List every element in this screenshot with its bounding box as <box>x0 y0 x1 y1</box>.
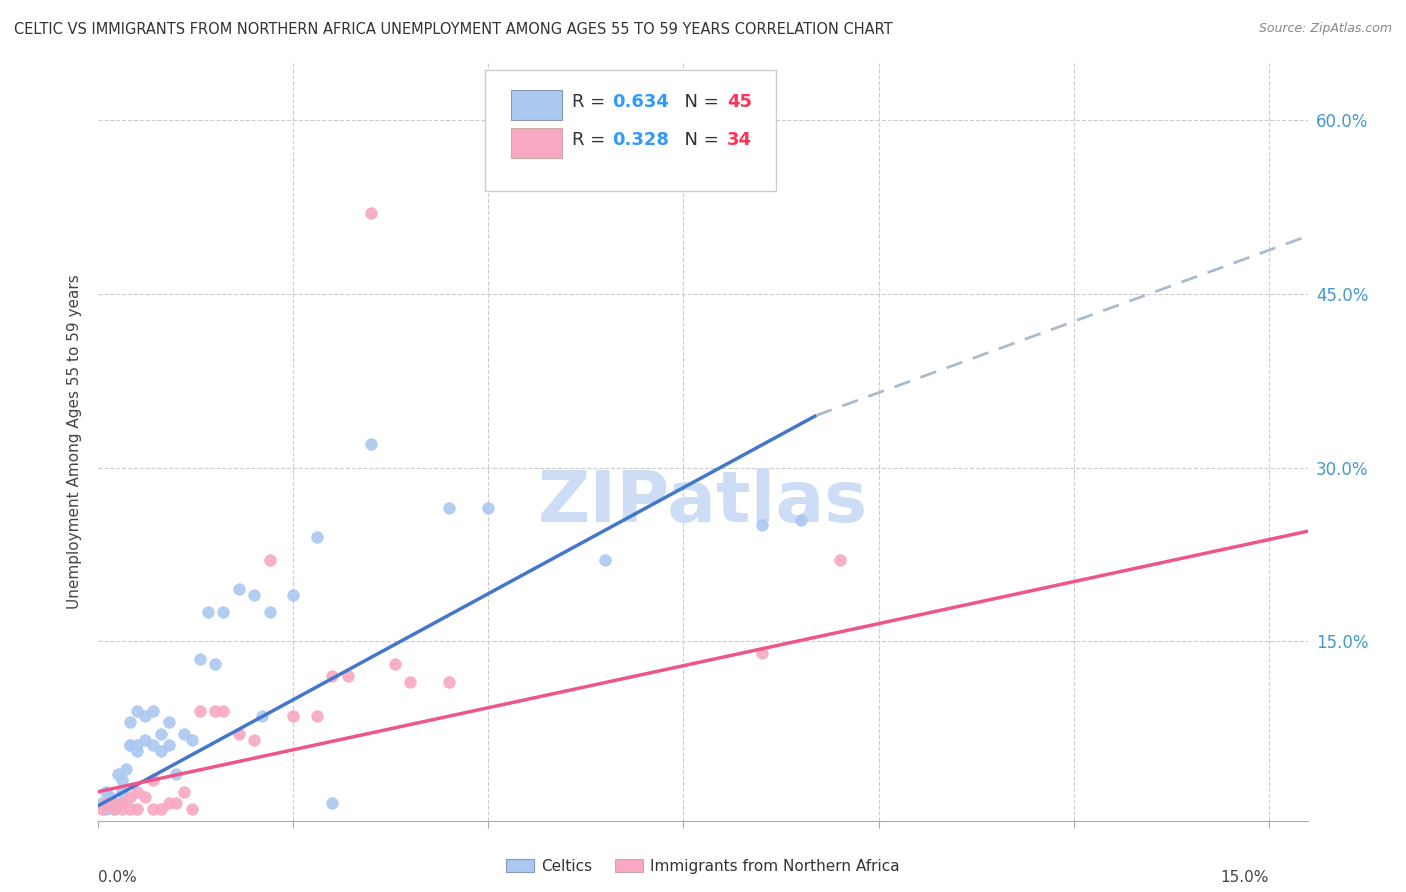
Point <box>96 797 118 811</box>
Point <box>157 715 180 730</box>
Text: R =: R = <box>572 93 612 111</box>
Point <box>134 732 156 747</box>
Point <box>96 785 118 799</box>
Point <box>134 709 156 723</box>
Point <box>828 553 851 567</box>
Point <box>360 437 382 451</box>
Point <box>321 669 343 683</box>
Point <box>399 674 422 689</box>
Point <box>228 727 250 741</box>
Point <box>118 739 141 753</box>
Text: 34: 34 <box>727 131 752 149</box>
Point <box>142 802 165 816</box>
Point <box>751 518 773 533</box>
Text: R =: R = <box>572 131 612 149</box>
Text: N =: N = <box>673 131 724 149</box>
Point <box>337 669 360 683</box>
Point <box>252 709 274 723</box>
Point <box>283 588 305 602</box>
Point <box>212 605 235 619</box>
Point <box>197 605 219 619</box>
Point <box>127 785 149 799</box>
Point <box>118 715 141 730</box>
Point <box>595 553 617 567</box>
Point <box>149 744 172 758</box>
Point <box>188 704 211 718</box>
Text: 0.634: 0.634 <box>613 93 669 111</box>
Point <box>305 709 328 723</box>
Text: Source: ZipAtlas.com: Source: ZipAtlas.com <box>1258 22 1392 36</box>
Text: 0.328: 0.328 <box>613 131 669 149</box>
Point <box>91 797 114 811</box>
Point <box>204 704 226 718</box>
Point <box>107 767 129 781</box>
Point <box>149 802 172 816</box>
Point <box>157 797 180 811</box>
Point <box>212 704 235 718</box>
Text: 45: 45 <box>727 93 752 111</box>
Point <box>165 767 187 781</box>
Point <box>127 704 149 718</box>
Point <box>360 206 382 220</box>
Point <box>789 513 811 527</box>
Text: 0.0%: 0.0% <box>98 871 138 886</box>
Point <box>243 732 266 747</box>
Point <box>111 785 134 799</box>
Point <box>751 646 773 660</box>
Point <box>477 501 499 516</box>
Point <box>134 790 156 805</box>
Point <box>118 790 141 805</box>
Point <box>103 797 125 811</box>
Point <box>142 773 165 788</box>
Point <box>103 802 125 816</box>
Point <box>127 744 149 758</box>
Y-axis label: Unemployment Among Ages 55 to 59 years: Unemployment Among Ages 55 to 59 years <box>67 274 83 609</box>
Point <box>283 709 305 723</box>
Point <box>98 790 121 805</box>
Point <box>118 802 141 816</box>
Point <box>127 739 149 753</box>
Point <box>228 582 250 596</box>
Point <box>142 739 165 753</box>
Point <box>96 802 118 816</box>
Text: ZIPatlas: ZIPatlas <box>538 467 868 537</box>
FancyBboxPatch shape <box>510 128 561 158</box>
Point <box>259 605 281 619</box>
Point <box>188 651 211 665</box>
Text: 15.0%: 15.0% <box>1220 871 1268 886</box>
Point <box>111 773 134 788</box>
FancyBboxPatch shape <box>485 70 776 191</box>
Point <box>118 739 141 753</box>
Point <box>259 553 281 567</box>
Point <box>91 802 114 816</box>
Point <box>173 727 195 741</box>
Point <box>165 797 187 811</box>
FancyBboxPatch shape <box>510 90 561 120</box>
Point <box>103 802 125 816</box>
Point <box>111 802 134 816</box>
Point <box>103 797 125 811</box>
Point <box>149 727 172 741</box>
Point <box>142 704 165 718</box>
Text: CELTIC VS IMMIGRANTS FROM NORTHERN AFRICA UNEMPLOYMENT AMONG AGES 55 TO 59 YEARS: CELTIC VS IMMIGRANTS FROM NORTHERN AFRIC… <box>14 22 893 37</box>
Point <box>114 762 136 776</box>
Point <box>204 657 226 672</box>
Point <box>321 797 343 811</box>
Point <box>127 802 149 816</box>
Point <box>439 674 461 689</box>
Point <box>439 501 461 516</box>
Point <box>157 739 180 753</box>
Text: N =: N = <box>673 93 724 111</box>
Legend: Celtics, Immigrants from Northern Africa: Celtics, Immigrants from Northern Africa <box>501 853 905 880</box>
Point <box>305 530 328 544</box>
Point <box>181 732 204 747</box>
Point <box>111 797 134 811</box>
Point <box>111 797 134 811</box>
Point <box>243 588 266 602</box>
Point <box>181 802 204 816</box>
Point <box>173 785 195 799</box>
Point <box>384 657 406 672</box>
